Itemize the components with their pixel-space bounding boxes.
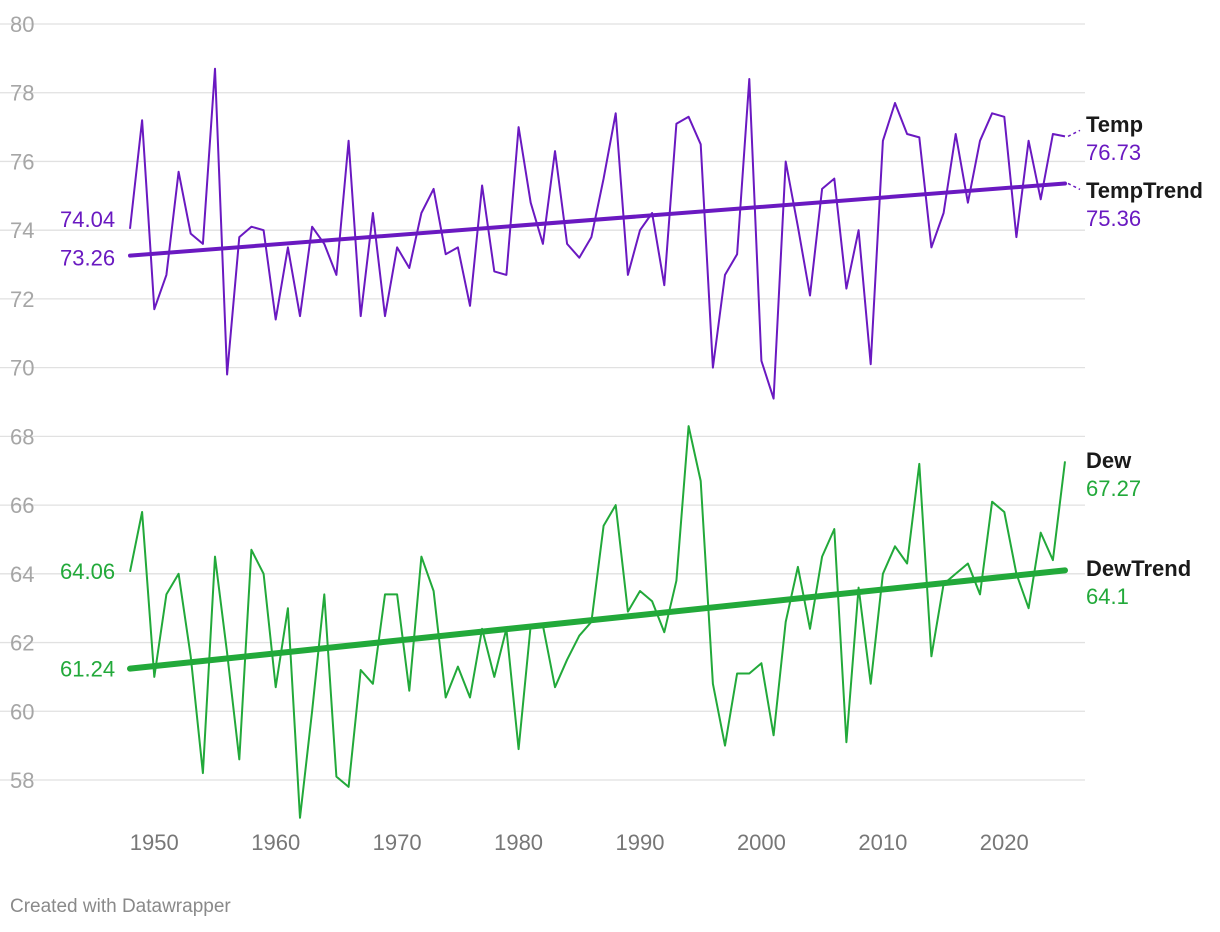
end-label-value-temptrend: 75.36 bbox=[1086, 206, 1141, 231]
y-axis: 58 60 62 64 66 68 70 72 74 76 78 80 bbox=[10, 12, 34, 793]
y-tick-label: 58 bbox=[10, 768, 34, 793]
line-labels: 74.04 73.26 64.06 61.24 Temp 76.73 TempTrend 75… bbox=[60, 112, 1203, 682]
x-tick-label: 2010 bbox=[858, 830, 907, 855]
y-tick-label: 74 bbox=[10, 218, 34, 243]
y-tick-label: 62 bbox=[10, 631, 34, 656]
y-tick-label: 72 bbox=[10, 287, 34, 312]
label-connector-temp bbox=[1067, 129, 1081, 138]
end-label-name-temp: Temp bbox=[1086, 112, 1143, 137]
x-tick-label: 1960 bbox=[251, 830, 300, 855]
x-axis: 1950 1960 1970 1980 1990 2000 2010 2020 bbox=[130, 830, 1029, 855]
start-label-temptrend: 73.26 bbox=[60, 246, 115, 271]
x-tick-label: 1970 bbox=[373, 830, 422, 855]
gridlines bbox=[0, 23, 1085, 781]
start-label-dewtrend: 61.24 bbox=[60, 657, 115, 682]
x-tick-label: 1950 bbox=[130, 830, 179, 855]
end-label-value-dewtrend: 64.1 bbox=[1086, 584, 1129, 609]
series-lines bbox=[127, 67, 1068, 819]
y-tick-label: 80 bbox=[10, 12, 34, 37]
x-tick-label: 2000 bbox=[737, 830, 786, 855]
series-line-dewtrend bbox=[127, 567, 1068, 672]
series-line-dew bbox=[129, 425, 1066, 819]
footer-credit: Created with Datawrapper bbox=[10, 896, 231, 917]
start-label-temp: 74.04 bbox=[60, 207, 115, 232]
end-label-value-temp: 76.73 bbox=[1086, 140, 1141, 165]
x-tick-label: 2020 bbox=[980, 830, 1029, 855]
y-tick-label: 66 bbox=[10, 493, 34, 518]
end-label-name-dewtrend: DewTrend bbox=[1086, 556, 1191, 581]
end-label-value-dew: 67.27 bbox=[1086, 476, 1141, 501]
line-chart: 58 60 62 64 66 68 70 72 74 76 78 80 1950 1960 1970 198… bbox=[0, 12, 1203, 855]
end-label-name-temptrend: TempTrend bbox=[1086, 178, 1203, 203]
start-label-dew: 64.06 bbox=[60, 559, 115, 584]
series-line-temp bbox=[129, 67, 1066, 400]
series-line-temptrend bbox=[128, 181, 1067, 258]
end-label-name-dew: Dew bbox=[1086, 448, 1132, 473]
x-tick-label: 1990 bbox=[616, 830, 665, 855]
y-tick-label: 78 bbox=[10, 81, 34, 106]
y-tick-label: 60 bbox=[10, 699, 34, 724]
y-tick-label: 70 bbox=[10, 356, 34, 381]
y-tick-label: 68 bbox=[10, 424, 34, 449]
label-connector-temptrend bbox=[1067, 182, 1081, 191]
y-tick-label: 76 bbox=[10, 149, 34, 174]
x-tick-label: 1980 bbox=[494, 830, 543, 855]
y-tick-label: 64 bbox=[10, 562, 34, 587]
